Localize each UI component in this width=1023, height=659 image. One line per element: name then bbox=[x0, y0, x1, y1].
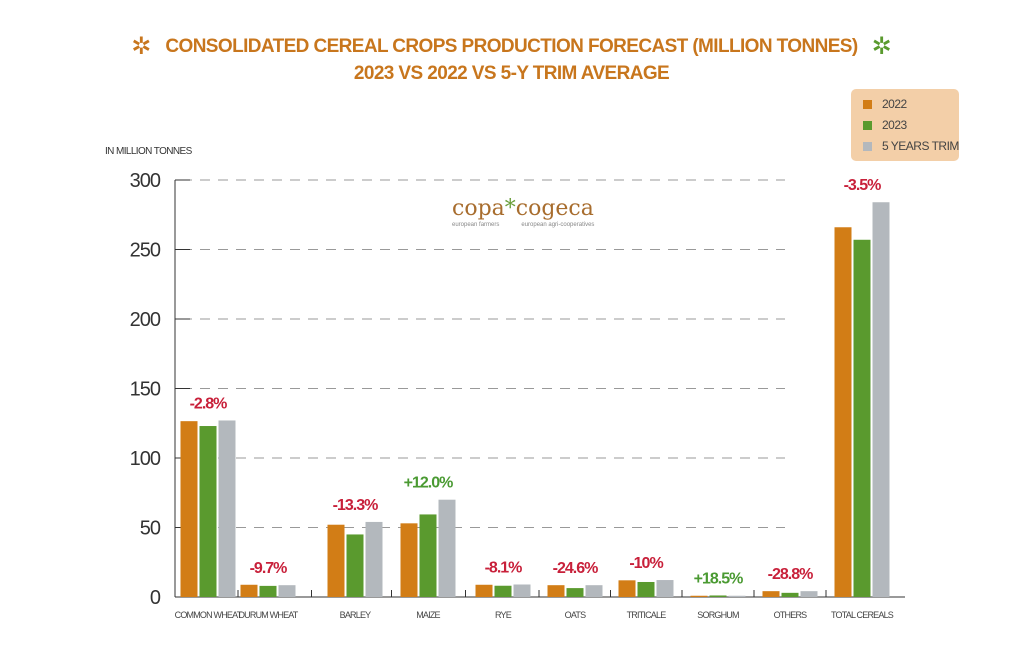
legend-item-2022: 2022 bbox=[863, 97, 907, 111]
change-annotation: +12.0% bbox=[404, 475, 453, 492]
bar-2023 bbox=[494, 585, 512, 597]
chart-subtitle: 2023 VS 2022 VS 5-Y TRIM AVERAGE bbox=[353, 63, 670, 84]
bar-5-years-trim bbox=[365, 521, 383, 597]
bar-2022 bbox=[834, 227, 852, 597]
category-label: TOTAL CEREALS bbox=[831, 610, 894, 620]
bar-2022 bbox=[240, 584, 258, 597]
legend-item-2023: 2023 bbox=[863, 118, 907, 132]
logo-right: cogeca bbox=[515, 196, 594, 221]
bar-2023 bbox=[346, 534, 364, 597]
legend-swatch bbox=[863, 99, 872, 109]
category-label: OTHERS bbox=[774, 610, 808, 620]
category-label: BARLEY bbox=[340, 610, 372, 620]
bar-2023 bbox=[259, 585, 277, 597]
flower-icon-right: ✲ bbox=[871, 33, 892, 60]
change-annotation: -28.8% bbox=[768, 566, 813, 583]
change-annotation: -3.5% bbox=[844, 177, 882, 194]
bar-2022 bbox=[180, 421, 198, 597]
bar-5-years-trim bbox=[513, 584, 531, 597]
change-annotation: +18.5% bbox=[694, 570, 743, 587]
bar-5-years-trim bbox=[585, 585, 603, 597]
category-label: RYE bbox=[495, 610, 512, 620]
chart-title: CONSOLIDATED CEREAL CROPS PRODUCTION FOR… bbox=[165, 36, 858, 57]
logo-star-icon: * bbox=[504, 196, 516, 221]
category-label: TRITICALE bbox=[627, 610, 667, 620]
bar-2023 bbox=[853, 239, 871, 597]
legend: 2022 2023 5 YEARS TRIM bbox=[851, 89, 959, 161]
bar-5-years-trim bbox=[728, 595, 746, 597]
legend-item-trim: 5 YEARS TRIM bbox=[863, 139, 959, 153]
legend-label: 5 YEARS TRIM bbox=[882, 139, 959, 153]
y-tick-label: 0 bbox=[150, 587, 161, 609]
change-annotation: -13.3% bbox=[333, 497, 378, 514]
bar-2023 bbox=[566, 588, 584, 597]
category-label: SORGHUM bbox=[697, 610, 739, 620]
subtitle-row: 2023 VS 2022 VS 5-Y TRIM AVERAGE bbox=[0, 63, 1023, 85]
y-tick-label: 250 bbox=[130, 240, 161, 262]
bar-5-years-trim bbox=[872, 202, 890, 598]
bar-2023 bbox=[709, 595, 727, 597]
y-tick-label: 50 bbox=[140, 518, 161, 540]
copa-cogeca-logo: copa*cogeca european farmers european agr… bbox=[452, 196, 594, 228]
bar-5-years-trim bbox=[218, 420, 236, 597]
category-label: DURUM WHEAT bbox=[238, 610, 298, 620]
bar-2022 bbox=[327, 524, 345, 597]
bar-5-years-trim bbox=[278, 585, 296, 597]
bar-5-years-trim bbox=[800, 591, 818, 597]
change-annotation: -24.6% bbox=[553, 560, 598, 577]
change-annotation: -9.7% bbox=[250, 560, 288, 577]
change-annotation: -2.8% bbox=[190, 395, 228, 412]
y-tick-label: 300 bbox=[130, 170, 161, 192]
y-axis-label: IN MILLION TONNES bbox=[105, 146, 192, 157]
y-tick-label: 200 bbox=[130, 309, 161, 331]
change-annotation: -8.1% bbox=[485, 559, 523, 576]
bar-2022 bbox=[762, 591, 780, 597]
y-tick-label: 100 bbox=[130, 448, 161, 470]
logo-sub-right: european agri-cooperatives bbox=[521, 222, 595, 228]
bar-2022 bbox=[475, 584, 493, 597]
bar-2022 bbox=[400, 523, 418, 597]
bar-2022 bbox=[690, 595, 708, 597]
bar-2022 bbox=[547, 585, 565, 597]
logo-sub-left: european farmers bbox=[452, 222, 500, 228]
category-label: MAIZE bbox=[416, 610, 440, 620]
flower-icon-left: ✲ bbox=[131, 33, 152, 60]
bar-2023 bbox=[781, 592, 799, 597]
title-row: ✲ CONSOLIDATED CEREAL CROPS PRODUCTION F… bbox=[0, 35, 1023, 59]
legend-swatch bbox=[863, 120, 872, 130]
legend-swatch bbox=[863, 141, 872, 151]
bar-2023 bbox=[637, 581, 655, 597]
bar-2023 bbox=[419, 514, 437, 597]
change-annotation: -10% bbox=[629, 555, 663, 572]
bar-5-years-trim bbox=[656, 580, 674, 597]
category-label: OATS bbox=[565, 610, 586, 620]
bar-2023 bbox=[199, 426, 217, 597]
legend-label: 2023 bbox=[882, 118, 907, 132]
logo-left: copa bbox=[452, 196, 505, 221]
bar-5-years-trim bbox=[438, 499, 456, 597]
bar-2022 bbox=[618, 580, 636, 597]
legend-label: 2022 bbox=[882, 97, 907, 111]
y-tick-label: 150 bbox=[130, 379, 161, 401]
category-label: COMMON WHEAT bbox=[175, 610, 243, 620]
